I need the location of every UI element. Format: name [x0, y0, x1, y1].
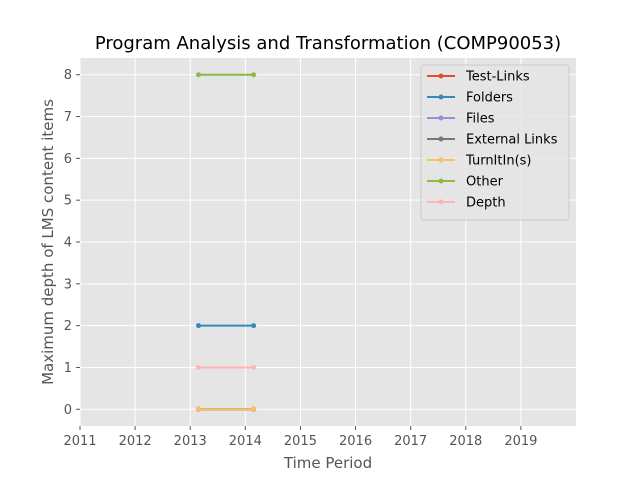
legend-marker: [438, 178, 444, 184]
legend-marker: [438, 157, 444, 163]
legend-marker: [438, 115, 444, 121]
y-tick-label: 1: [64, 361, 72, 376]
y-tick-label: 3: [64, 277, 72, 292]
legend-label: Other: [466, 175, 504, 190]
axis-ticks: 2011 2012 2013 2014 2015 2016 2017 2018 2019 0 1 2 3…: [63, 68, 537, 449]
data-point: [195, 406, 201, 412]
legend-label: External Links: [466, 133, 558, 148]
legend-label: Depth: [466, 196, 506, 211]
legend-item: External Links: [427, 133, 558, 148]
legend-label: Folders: [466, 91, 513, 106]
y-tick-label: 2: [64, 319, 72, 334]
data-point: [195, 72, 201, 78]
series-other: [195, 72, 257, 78]
legend-item: Test-Links: [427, 70, 530, 85]
y-tick-label: 5: [64, 194, 72, 209]
x-tick-label: 2014: [229, 434, 262, 449]
data-point: [251, 72, 257, 78]
x-tick-label: 2019: [504, 434, 537, 449]
legend-marker: [438, 136, 444, 142]
data-point: [195, 364, 201, 370]
x-tick-label: 2017: [394, 434, 427, 449]
legend-marker: [438, 94, 444, 100]
legend-item: Other: [427, 175, 504, 190]
data-point: [251, 364, 257, 370]
data-point: [251, 323, 257, 329]
legend-item: TurnItIn(s): [427, 154, 531, 169]
legend-label: Test-Links: [465, 70, 530, 85]
data-point: [195, 323, 201, 329]
x-tick-label: 2013: [174, 434, 207, 449]
x-tick-label: 2016: [339, 434, 372, 449]
legend-marker: [438, 73, 444, 79]
legend-frame: [420, 64, 570, 221]
y-tick-label: 6: [64, 152, 72, 167]
y-tick-label: 0: [64, 403, 72, 418]
chart-title: Program Analysis and Transformation (COM…: [95, 33, 561, 54]
x-axis-label: Time Period: [283, 454, 372, 472]
x-tick-label: 2012: [119, 434, 152, 449]
series-folders: [195, 323, 257, 329]
legend-item: Folders: [427, 91, 513, 106]
legend-label: Files: [466, 112, 495, 127]
y-axis-label: Maximum depth of LMS content items: [39, 99, 57, 385]
data-point: [251, 406, 257, 412]
y-tick-label: 7: [64, 110, 72, 125]
legend-label: TurnItIn(s): [465, 154, 531, 169]
series-depth: [195, 364, 257, 370]
x-tick-label: 2018: [449, 434, 482, 449]
legend-item: Files: [427, 112, 495, 127]
x-tick-label: 2011: [63, 434, 96, 449]
y-tick-label: 8: [64, 68, 72, 83]
series-turnitin-s: [195, 406, 257, 412]
x-tick-label: 2015: [284, 434, 317, 449]
legend: Test-Links Folders Files External Links Turn…: [420, 64, 570, 221]
legend-marker: [438, 199, 444, 205]
y-tick-label: 4: [64, 236, 72, 251]
series-layer: [195, 72, 257, 412]
legend-item: Depth: [427, 196, 506, 211]
